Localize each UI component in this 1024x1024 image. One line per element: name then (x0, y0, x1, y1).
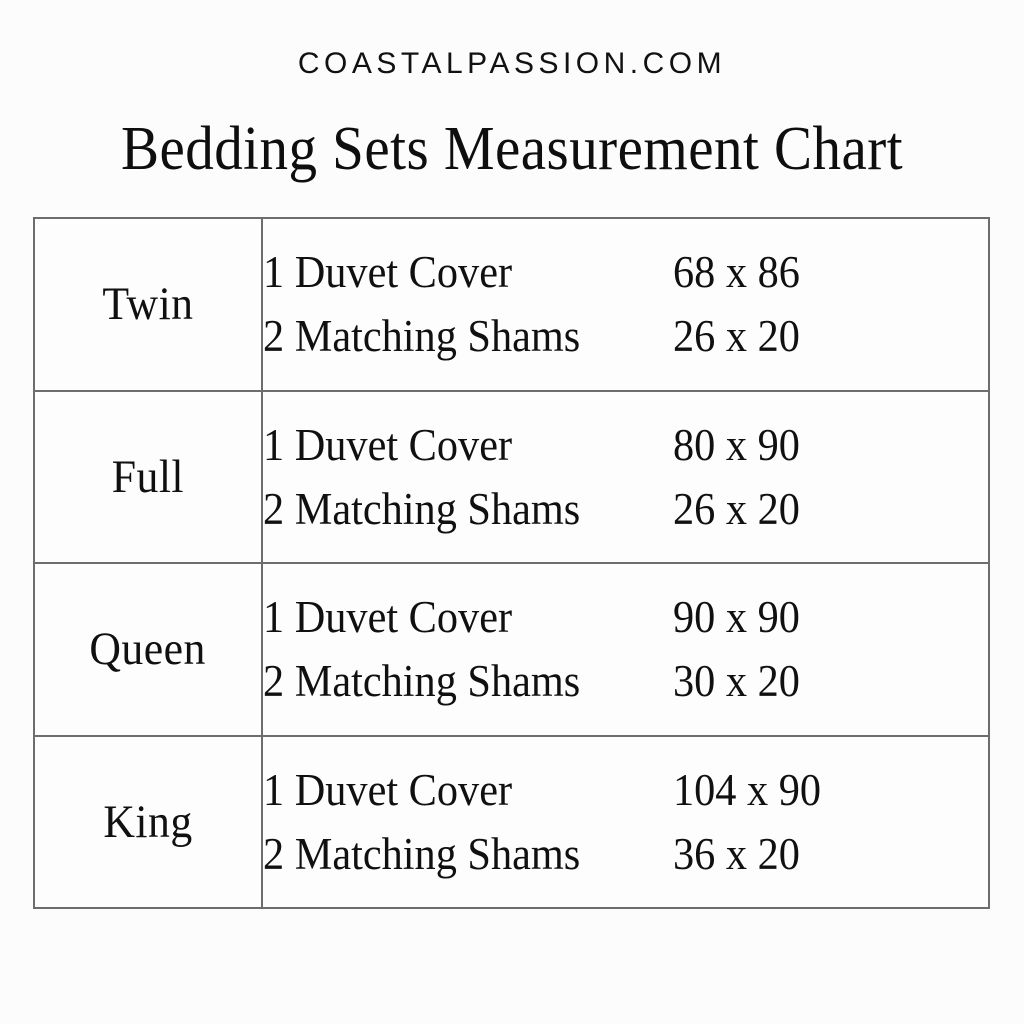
detail-cell-king: 1 Duvet Cover 104 x 90 2 Matching Shams … (261, 734, 990, 909)
item-name: 1 Duvet Cover (263, 419, 513, 470)
detail-cell-queen: 1 Duvet Cover 90 x 90 2 Matching Shams 3… (261, 562, 990, 737)
measurement-table: Twin 1 Duvet Cover 68 x 86 2 Matching Sh… (33, 217, 990, 909)
item-name: 1 Duvet Cover (263, 764, 513, 815)
size-label: Full (111, 450, 185, 503)
item-dimensions: 26 x 20 (673, 483, 800, 534)
item-dimensions: 26 x 20 (673, 311, 800, 362)
size-cell-twin: Twin (33, 217, 263, 392)
item-dimensions: 90 x 90 (673, 592, 800, 643)
size-cell-queen: Queen (33, 562, 263, 737)
table-row: Queen 1 Duvet Cover 90 x 90 2 Matching S… (33, 562, 990, 737)
detail-line: 1 Duvet Cover 104 x 90 (263, 759, 988, 821)
detail-cell-twin: 1 Duvet Cover 68 x 86 2 Matching Shams 2… (261, 217, 990, 392)
item-dimensions: 104 x 90 (673, 764, 822, 815)
detail-line: 2 Matching Shams 36 x 20 (263, 823, 988, 885)
item-name: 2 Matching Shams (263, 828, 581, 879)
detail-line: 1 Duvet Cover 80 x 90 (263, 414, 988, 476)
page-title: Bedding Sets Measurement Chart (120, 115, 904, 183)
item-name: 2 Matching Shams (263, 656, 581, 707)
size-cell-king: King (33, 734, 263, 909)
item-name: 2 Matching Shams (263, 311, 581, 362)
item-dimensions: 68 x 86 (673, 247, 800, 298)
item-dimensions: 30 x 20 (673, 656, 800, 707)
item-name: 1 Duvet Cover (263, 247, 513, 298)
table-row: King 1 Duvet Cover 104 x 90 2 Matching S… (33, 734, 990, 909)
detail-line: 2 Matching Shams 30 x 20 (263, 650, 988, 712)
item-dimensions: 80 x 90 (673, 419, 800, 470)
size-cell-full: Full (33, 389, 263, 564)
table-row: Full 1 Duvet Cover 80 x 90 2 Matching Sh… (33, 389, 990, 564)
size-label: Queen (89, 623, 207, 676)
table-row: Twin 1 Duvet Cover 68 x 86 2 Matching Sh… (33, 217, 990, 392)
detail-line: 1 Duvet Cover 68 x 86 (263, 241, 988, 303)
size-label: King (103, 795, 193, 848)
site-name: COASTALPASSION.COM (297, 47, 727, 80)
item-dimensions: 36 x 20 (673, 828, 800, 879)
detail-line: 2 Matching Shams 26 x 20 (263, 305, 988, 367)
item-name: 2 Matching Shams (263, 483, 581, 534)
item-name: 1 Duvet Cover (263, 592, 513, 643)
detail-line: 1 Duvet Cover 90 x 90 (263, 586, 988, 648)
detail-line: 2 Matching Shams 26 x 20 (263, 478, 988, 540)
detail-cell-full: 1 Duvet Cover 80 x 90 2 Matching Shams 2… (261, 389, 990, 564)
size-label: Twin (102, 278, 194, 331)
